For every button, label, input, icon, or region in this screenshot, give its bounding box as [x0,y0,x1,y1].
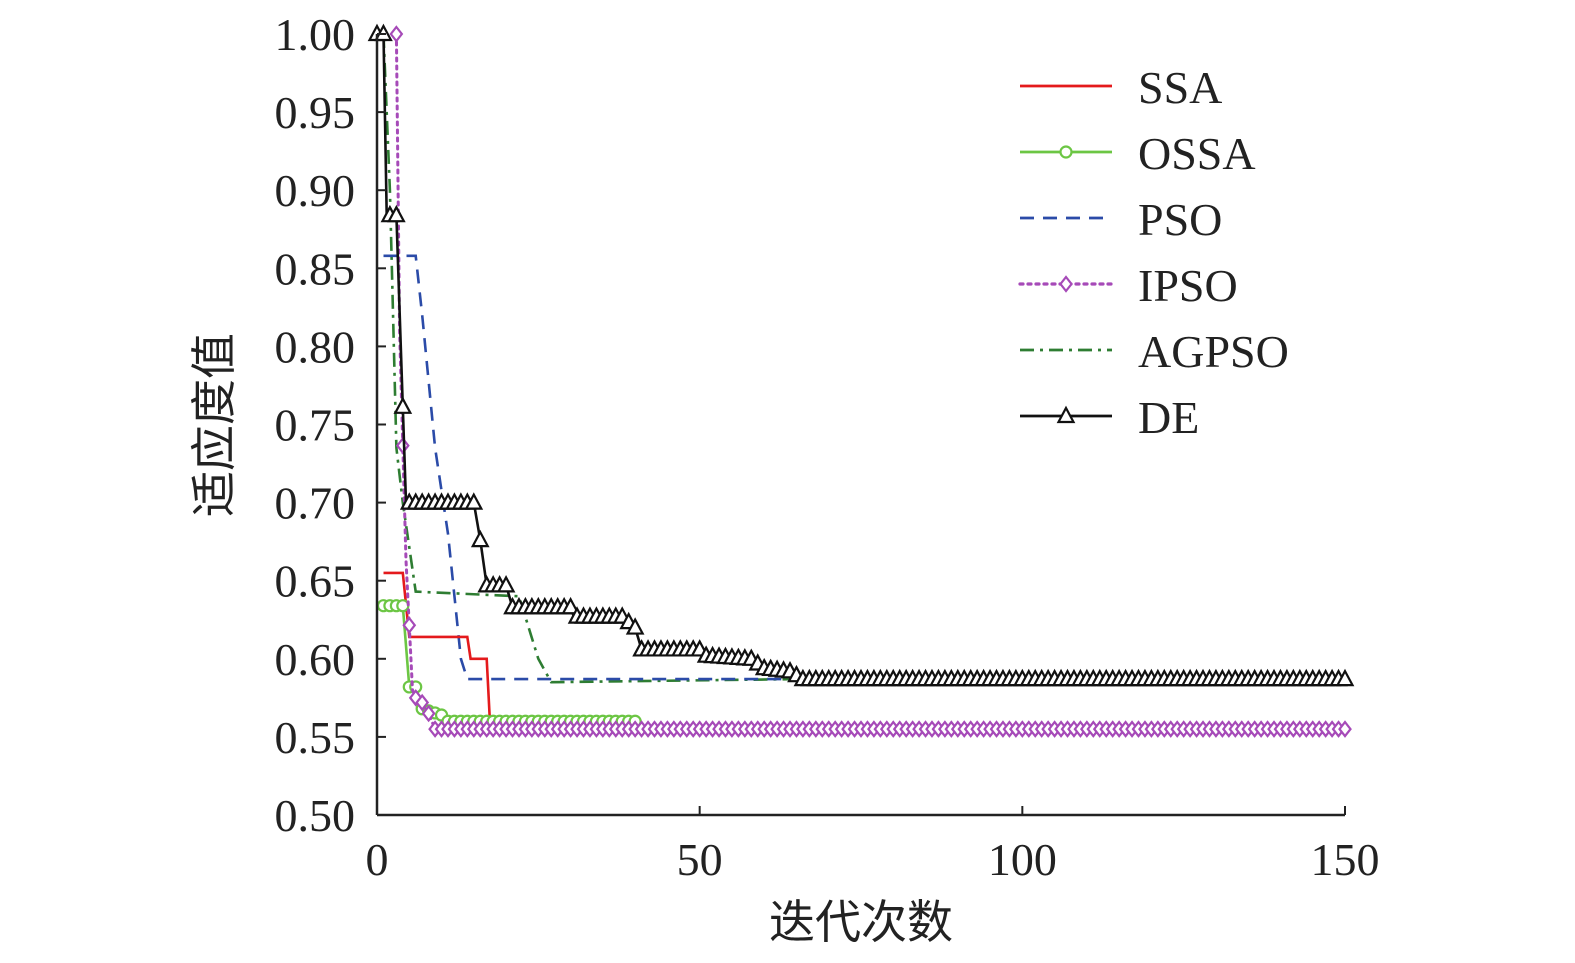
series-pso-line [383,254,1345,681]
series-agpso-line [382,33,1345,684]
legend-item-ossa: OSSA [1020,128,1256,179]
legend-label-pso: PSO [1138,194,1222,245]
ticks: 0.50 0.55 0.60 0.65 0.70 0.75 0.80 0.85 0.90 0.95… [275,9,1380,885]
legend-marker-de [1056,405,1076,424]
y-tick-label: 0.50 [275,790,356,841]
series-de-marker [1335,668,1355,687]
legend-item-pso: PSO [1020,194,1222,245]
y-tick-label: 0.55 [275,712,356,763]
x-axis-title: 迭代次数 [769,895,953,949]
legend: SSA OSSA PSO IPSO AGPSO DE [1018,62,1289,443]
y-tick-label: 0.65 [275,556,356,607]
legend-label-ossa: OSSA [1138,128,1256,179]
series-de-marker [387,204,406,223]
series-de-marker [470,529,490,548]
series-de-marker [625,617,645,635]
legend-item-de: DE [1020,392,1199,443]
legend-item-ipso: IPSO [1018,260,1238,311]
series-ssa [383,571,636,723]
series-ipso-marker [402,616,417,634]
y-tick-label: 0.70 [275,478,356,529]
series-de-marker [393,396,413,414]
y-tick-label: 0.95 [275,87,356,138]
series-de [367,23,1355,687]
legend-label-ssa: SSA [1138,62,1222,113]
legend-marker-ossa [1059,145,1073,159]
legend-marker-ipso [1059,275,1073,293]
legend-label-agpso: AGPSO [1138,326,1289,377]
legend-label-de: DE [1138,392,1199,443]
x-tick-label: 0 [366,834,389,885]
series-ipso-marker [415,693,430,712]
y-tick-label: 0.90 [275,165,356,216]
x-tick-label: 150 [1311,834,1380,885]
series-ipso [389,25,1352,738]
series-agpso [382,33,1345,684]
y-tick-label: 0.80 [275,321,356,372]
y-tick-label: 0.85 [275,243,356,294]
series-ipso-marker [389,25,404,43]
y-axis-title: 适应度值 [187,333,241,517]
series-pso [383,254,1345,681]
series-de-marker [464,492,484,510]
x-tick-label: 100 [988,834,1057,885]
series-de-marker [496,575,516,593]
legend-item-ssa: SSA [1020,62,1222,113]
y-tick-label: 1.00 [275,9,356,60]
legend-item-agpso: AGPSO [1020,326,1289,377]
series-de-marker [561,596,580,615]
plot-lines [367,23,1355,738]
legend-label-ipso: IPSO [1138,260,1238,311]
y-tick-label: 0.75 [275,400,356,451]
series-ipso-marker [1338,720,1352,738]
y-tick-label: 0.60 [275,634,356,685]
x-tick-label: 50 [677,834,723,885]
series-ssa-line [383,571,636,723]
series-ipso-marker [421,704,436,723]
